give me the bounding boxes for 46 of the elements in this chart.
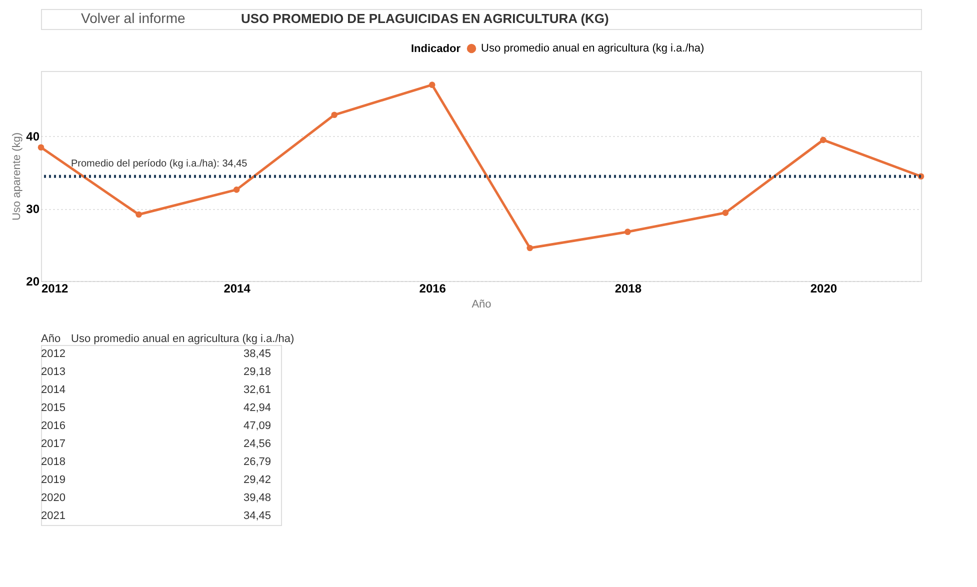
text: 29,18 (243, 366, 271, 378)
text: 2017 (41, 438, 66, 450)
text: 39,48 (243, 492, 271, 504)
legend-title: Indicador (411, 43, 462, 55)
text: Uso promedio anual en agricultura (kg i.a./ha) (71, 333, 294, 345)
text: 2018 (41, 456, 66, 468)
chart-title: USO PROMEDIO DE PLAGUICIDAS EN AGRICULTURA (KG) (241, 11, 609, 26)
text: 34,45 (243, 510, 271, 522)
point (38, 144, 44, 151)
y-axis-title: Uso aparente (kg) (11, 132, 24, 221)
point (136, 211, 142, 218)
text: 2014 (41, 384, 66, 396)
point (722, 210, 729, 216)
point (820, 136, 826, 144)
text: 2019 (41, 474, 66, 486)
x-tick-label: 2016 (419, 282, 446, 296)
text: 32,61 (243, 384, 271, 396)
text: 26,79 (243, 456, 271, 468)
point (526, 244, 534, 252)
ref-line-label: Promedio del período (kg i.a./ha): 34,45 (71, 158, 248, 170)
legend-label: Uso promedio anual en agricultura (kg i.a./ha) (481, 42, 704, 54)
y-tick-label: 30 (26, 202, 40, 216)
text: 38,45 (243, 348, 271, 360)
x-tick-label: 2020 (810, 282, 838, 296)
text: 42,94 (243, 402, 271, 414)
x-tick-label: 2012 (42, 282, 69, 296)
text: 24,56 (243, 438, 271, 450)
point (428, 82, 436, 88)
text: 2020 (41, 492, 66, 504)
x-tick-label: 2018 (614, 282, 642, 296)
x-axis-title: Año (472, 298, 492, 310)
text: 29,42 (243, 474, 271, 486)
text: 2016 (41, 420, 66, 432)
text: 2021 (41, 510, 66, 522)
y-tick-label: 20 (26, 274, 40, 288)
point (624, 228, 631, 235)
text: Volver al informe (81, 10, 186, 26)
text: 47,09 (243, 420, 271, 432)
y-tick-label: 40 (26, 130, 40, 144)
text: Año (41, 333, 61, 345)
text: 2015 (41, 402, 66, 414)
text: 2012 (41, 348, 66, 360)
point (331, 112, 338, 118)
text: 2013 (41, 366, 66, 378)
point (233, 186, 240, 193)
x-tick-label: 2014 (224, 282, 251, 296)
